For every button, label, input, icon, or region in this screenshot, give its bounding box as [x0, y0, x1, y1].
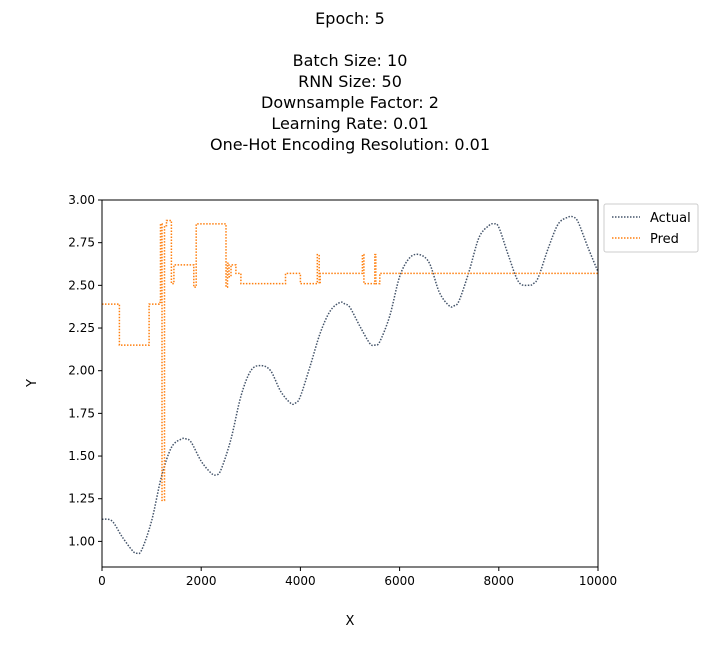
x-tick-label: 6000: [384, 574, 415, 588]
x-tick-label: 8000: [484, 574, 515, 588]
title-line-downsample: Downsample Factor: 2: [261, 93, 439, 112]
legend: Actual Pred: [603, 203, 699, 253]
x-tick-label: 0: [98, 574, 106, 588]
y-tick-label: 3.00: [68, 193, 95, 207]
y-tick-label: 1.00: [68, 534, 95, 548]
legend-label-actual: Actual: [650, 211, 691, 226]
title-line-rnn-size: RNN Size: 50: [298, 72, 402, 91]
legend-label-pred: Pred: [650, 232, 679, 247]
x-axis-label: X: [346, 614, 355, 629]
y-tick-label: 2.25: [68, 321, 95, 335]
y-axis-ticks: 1.00 1.25 1.50 1.75 2.00 2.25 2.50 2.75 3.00: [68, 193, 102, 548]
title-line-learning-rate: Learning Rate: 0.01: [271, 114, 428, 133]
title-line-epoch: Epoch: 5: [315, 9, 385, 28]
chart-title: Epoch: 5 Batch Size: 10 RNN Size: 50 Dow…: [210, 9, 490, 154]
x-tick-label: 4000: [285, 574, 316, 588]
y-tick-label: 2.00: [68, 364, 95, 378]
plot-frame: [101, 199, 599, 568]
series-line-pred: [102, 219, 598, 502]
y-tick-label: 1.25: [68, 492, 95, 506]
y-tick-label: 1.75: [68, 406, 95, 420]
x-axis-ticks: 0 2000 4000 6000 8000 10000: [98, 567, 617, 588]
series-line-actual: [101, 215, 599, 555]
legend-box: [603, 203, 699, 253]
y-tick-label: 1.50: [68, 449, 95, 463]
x-tick-label: 10000: [579, 574, 617, 588]
y-axis-label: Y: [25, 379, 40, 388]
y-tick-label: 2.50: [68, 278, 95, 292]
plot-area: 0 2000 4000 6000 8000 10000 1.00 1.25 1.50 1.75 2…: [68, 193, 617, 588]
series-layer: [101, 215, 599, 555]
y-tick-label: 2.75: [68, 236, 95, 250]
x-tick-label: 2000: [186, 574, 217, 588]
title-line-onehot: One-Hot Encoding Resolution: 0.01: [210, 135, 490, 154]
title-line-batch-size: Batch Size: 10: [293, 51, 408, 70]
